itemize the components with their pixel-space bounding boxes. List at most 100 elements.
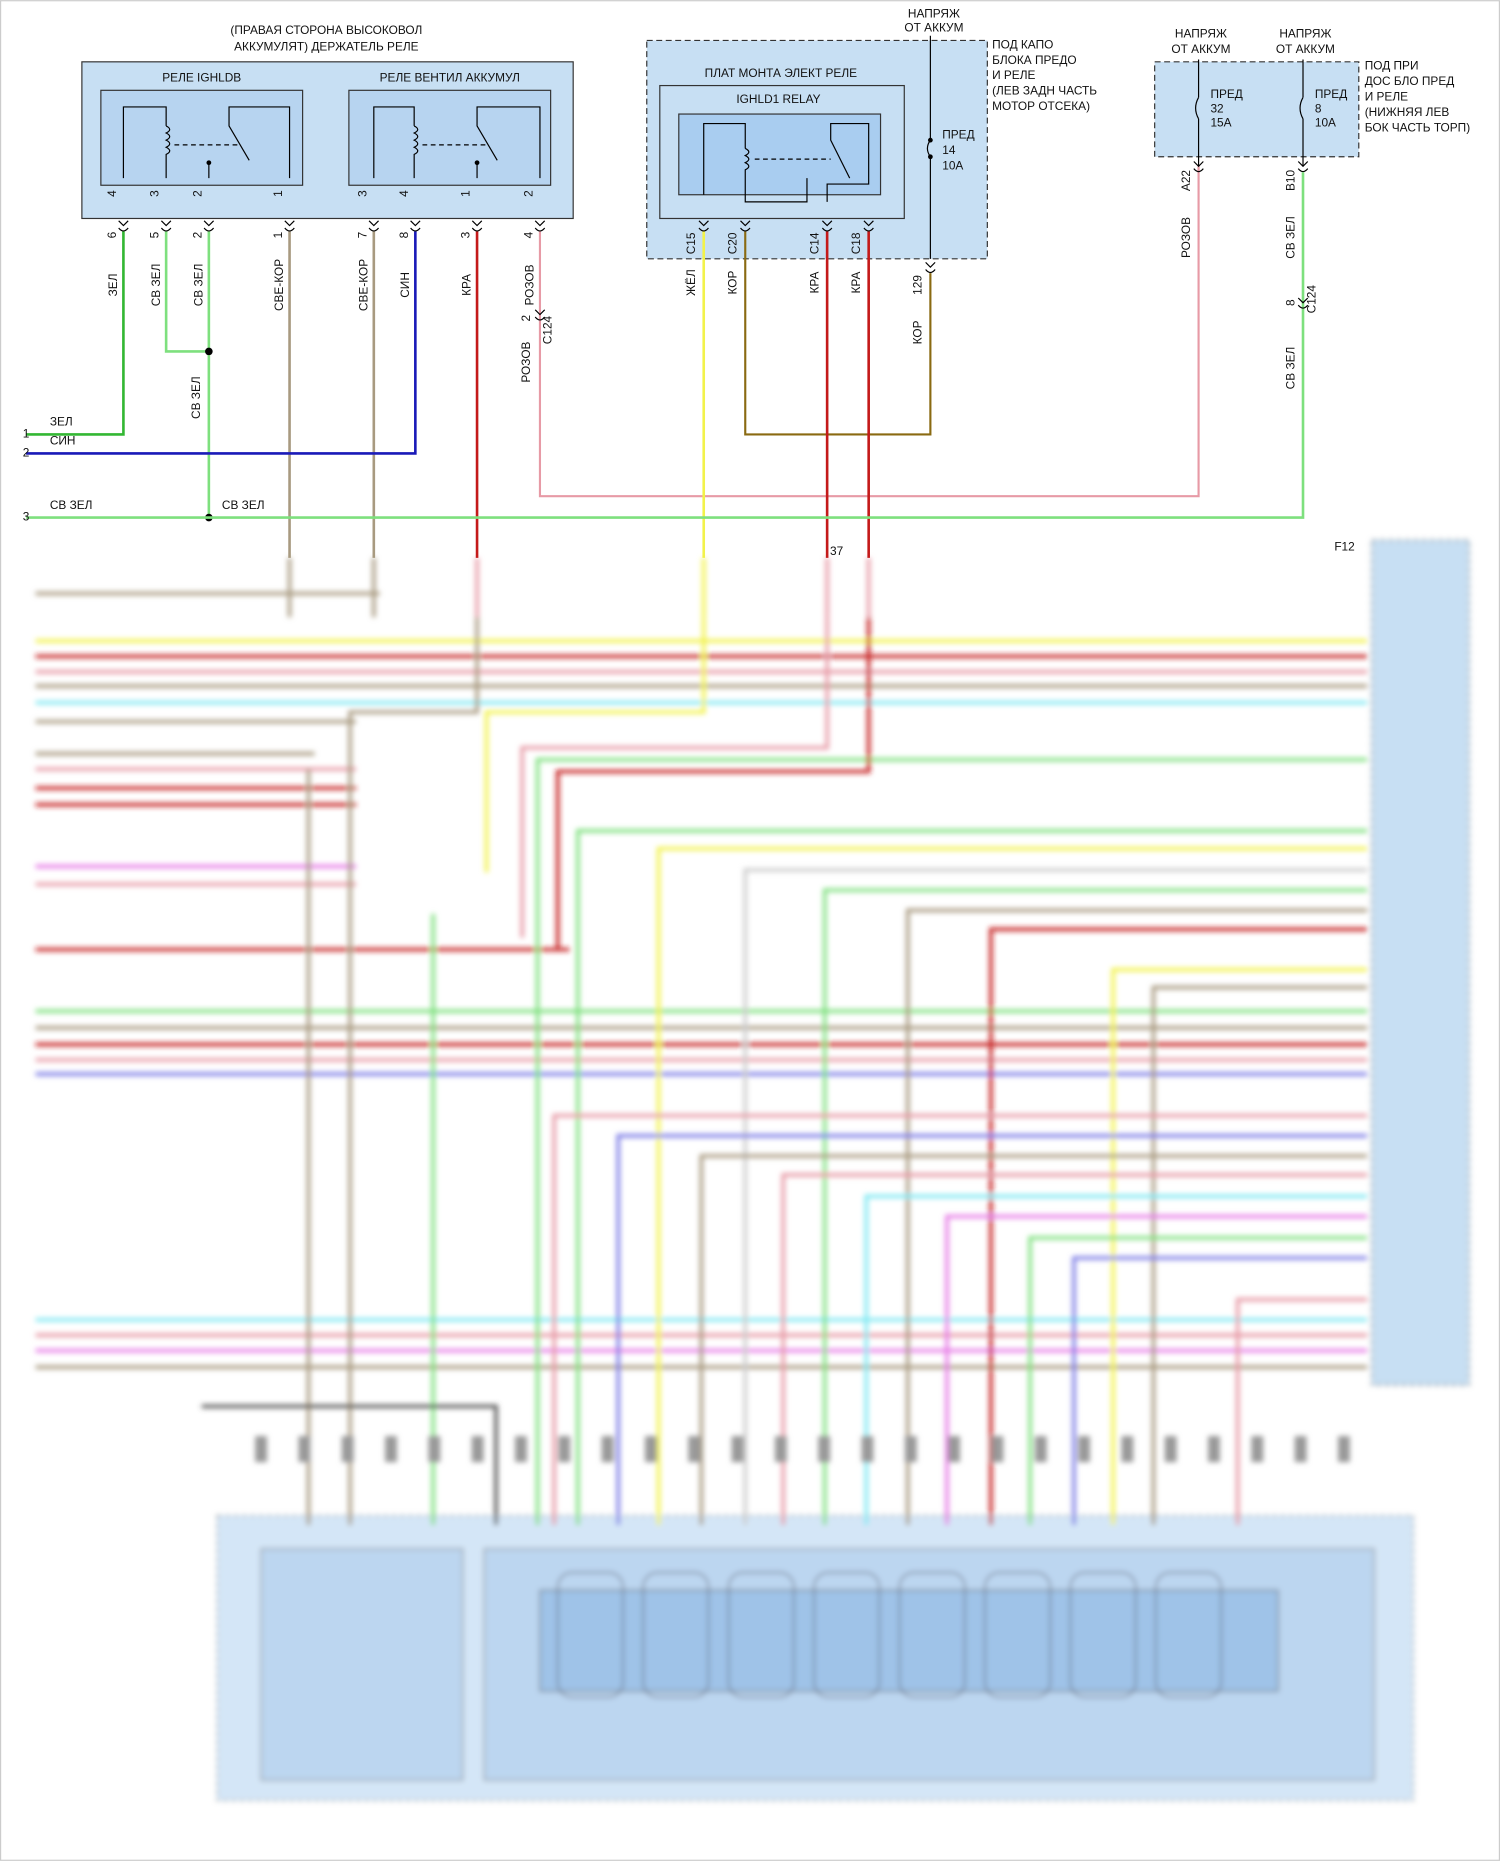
connector-pin <box>740 220 751 232</box>
coil <box>743 147 808 203</box>
wire <box>555 617 871 950</box>
connector-pin <box>863 220 874 232</box>
pin-label <box>1078 1436 1090 1463</box>
pin-label <box>861 1436 874 1463</box>
contact <box>928 137 933 143</box>
label: C15 <box>684 232 698 254</box>
wire-color: КОР <box>911 320 925 344</box>
contact <box>928 154 933 160</box>
wire-color: СВЕ-КОР <box>356 259 370 311</box>
cell <box>557 1571 624 1698</box>
label: C124 <box>540 315 554 344</box>
label: БЛОКА ПРЕДО <box>992 53 1077 67</box>
label: C18 <box>849 232 863 254</box>
splice <box>205 347 213 356</box>
wire <box>1151 985 1368 1526</box>
line-number: 2 <box>23 446 30 460</box>
pin-label <box>904 1436 917 1463</box>
wire-color: ЖЁЛ <box>684 269 698 296</box>
wire-color: СИН <box>50 434 76 448</box>
wire <box>576 829 1368 1526</box>
label: И РЕЛЕ <box>1365 90 1408 104</box>
label: (НИЖНЯЯ ЛЕВ <box>1365 105 1450 119</box>
pin-label <box>1208 1436 1220 1463</box>
connector-pin <box>284 220 295 232</box>
pin-label <box>688 1436 701 1463</box>
wire <box>743 868 1368 1526</box>
relay <box>100 89 304 186</box>
relay-name: РЕЛЕ ВЕНТИЛ АККУМУЛ <box>380 71 520 85</box>
fuse <box>1299 97 1304 120</box>
wire-color: РОЗОВ <box>523 264 537 305</box>
label: 10A <box>1315 116 1336 130</box>
pin-label <box>341 1436 354 1463</box>
control-unit-left <box>260 1548 464 1781</box>
label: ПЛАТ МОНТА ЭЛЕКТ РЕЛЕ <box>705 66 857 80</box>
connector-pin <box>925 261 936 274</box>
wire <box>864 1194 1368 1526</box>
label: C124 <box>1305 285 1319 314</box>
relay <box>348 89 552 186</box>
relay-wire <box>703 122 746 195</box>
wire-color: КРА <box>849 272 863 294</box>
wire-color: СВ ЗЕЛ <box>189 376 203 419</box>
connector-pin <box>1297 297 1309 309</box>
label: 5 <box>148 231 162 238</box>
pin-label <box>1121 1436 1134 1463</box>
wire <box>164 231 209 353</box>
label: 8 <box>397 231 411 238</box>
relay-name: РЕЛЕ IGHLDB <box>162 71 241 85</box>
switch <box>228 106 291 179</box>
relay-wire <box>373 106 415 179</box>
label: И РЕЛЕ <box>992 68 1035 82</box>
label: 2 <box>190 232 204 239</box>
label: НАПРЯЖ <box>908 7 960 21</box>
wire <box>26 231 125 436</box>
label: МОТОР ОТСЕКА) <box>992 99 1090 113</box>
wire <box>1028 1236 1368 1526</box>
label: 2 <box>519 315 533 322</box>
connector-pin <box>534 220 546 232</box>
connector-pin <box>410 220 421 232</box>
wire <box>616 1134 1368 1526</box>
cell <box>728 1571 795 1698</box>
connector-pin <box>698 220 709 232</box>
wire <box>552 1113 1368 1526</box>
ighld1-relay <box>678 113 882 196</box>
fuse-block <box>1154 61 1360 158</box>
wire <box>535 757 1368 1526</box>
label: F12 <box>1334 539 1354 553</box>
connector-pin <box>118 220 129 232</box>
wire <box>906 908 1368 1526</box>
wire <box>520 617 829 938</box>
label: 32 <box>1210 101 1223 115</box>
holder-title: АККУМУЛЯТ) ДЕРЖАТЕЛЬ РЕЛЕ <box>234 40 419 54</box>
label: НАПРЯЖ <box>1279 27 1331 41</box>
coil <box>164 125 171 179</box>
pin-label <box>1034 1436 1047 1463</box>
cell <box>642 1571 710 1698</box>
label: IGHLD1 RELAY <box>736 92 820 106</box>
label: ПОД КАПО <box>992 37 1053 51</box>
connector-pin <box>160 220 172 232</box>
label: 10A <box>942 158 963 172</box>
wire <box>1111 967 1368 1526</box>
pin-label <box>255 1436 268 1463</box>
relay-wire <box>122 106 167 179</box>
label: ПРЕД <box>1210 87 1242 101</box>
wire <box>822 888 1368 1526</box>
connector-pin <box>821 220 833 232</box>
wire <box>1235 1297 1368 1526</box>
line-number: 3 <box>23 510 30 524</box>
label: 37 <box>830 544 843 558</box>
label: 7 <box>355 232 369 239</box>
cell-block <box>539 1589 1279 1692</box>
label: 4 <box>521 231 535 238</box>
label: 14 <box>942 143 956 157</box>
label: C14 <box>807 232 821 254</box>
wire-color: КРА <box>460 274 474 296</box>
label: БОК ЧАСТЬ ТОРП) <box>1365 120 1470 134</box>
pin-label <box>471 1436 484 1463</box>
pin-label <box>731 1436 744 1463</box>
